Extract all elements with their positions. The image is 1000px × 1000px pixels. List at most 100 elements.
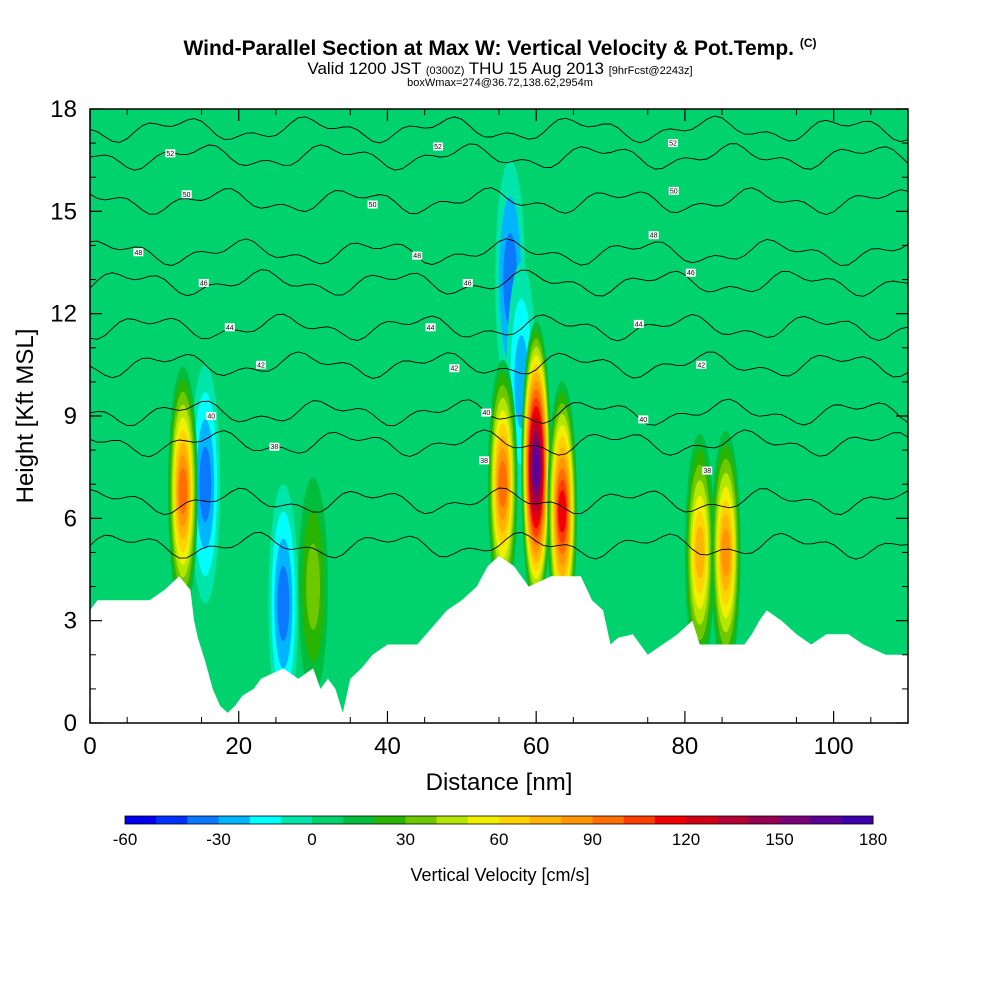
colorbar-swatch: [499, 816, 531, 824]
contour-label: 48: [134, 250, 142, 257]
contour-label: 38: [703, 468, 711, 475]
contour-label: 52: [166, 151, 174, 158]
contour-label-bg: [412, 251, 423, 260]
axes: 0 20 40 60 80 100 0 3 6 9 12 15 18: [50, 96, 908, 760]
theta-contour: [90, 238, 908, 267]
contour-label-bg: [198, 278, 209, 287]
contour-label-bg: [633, 319, 644, 328]
contour-label: 52: [434, 144, 442, 151]
colorbar-tick-label: 60: [490, 830, 509, 849]
colorbar-tick-label: -30: [206, 830, 231, 849]
colorbar-swatch: [717, 816, 749, 824]
chart-title: Wind-Parallel Section at Max W: Vertical…: [183, 36, 817, 60]
contour-label-bg: [638, 415, 649, 424]
colorbar-swatch: [156, 816, 188, 824]
colorbar-swatch: [187, 816, 219, 824]
colorbar-tick-label: 150: [765, 830, 793, 849]
theta-contour: [90, 115, 908, 144]
contour-label: 38: [480, 458, 488, 465]
colorbar-swatch: [280, 816, 313, 824]
theta-contour: [90, 487, 908, 516]
colorbar-swatch: [436, 816, 469, 824]
terrain: [90, 555, 908, 723]
colorbar-swatch: [561, 816, 593, 824]
theta-contour: [90, 143, 908, 171]
contour-label-bg: [425, 323, 436, 332]
x-tick-label: 100: [814, 733, 854, 760]
contour-label-bg: [165, 149, 176, 158]
contour-label-bg: [462, 278, 473, 287]
contour-label-bg: [648, 231, 659, 240]
colorbar-tick-label: 120: [672, 830, 700, 849]
colorbar-tick-label: 90: [583, 830, 602, 849]
y-axis-label: Height [Kft MSL]: [12, 329, 39, 504]
contour-label-bg: [367, 200, 378, 209]
colorbar-swatch: [841, 816, 874, 824]
contour-label-bg: [479, 456, 490, 465]
colorbar-swatch: [592, 816, 625, 824]
theta-contour: [90, 429, 908, 458]
x-tick-label: 60: [523, 733, 550, 760]
velocity-cell-8: [695, 526, 705, 579]
x-tick-label: 40: [374, 733, 401, 760]
colorbar-swatch: [218, 816, 251, 824]
contour-labels: 52 50 48 46 44 42 40 38 52 50 48 46 44 42 40 38 52 50 48 46…: [133, 139, 713, 475]
colorbar-swatch: [779, 816, 812, 824]
contour-label: 40: [207, 414, 215, 421]
contour-label: 38: [271, 444, 279, 451]
x-axis-label: Distance [nm]: [426, 769, 573, 796]
contour-label: 52: [669, 141, 677, 148]
colorbar-swatch: [405, 816, 438, 824]
colorbar-swatch: [125, 816, 157, 824]
x-tick-label: 80: [672, 733, 699, 760]
y-tick-label: 0: [64, 710, 77, 737]
colorbar-swatch: [748, 816, 780, 824]
contour-label: 46: [464, 280, 472, 287]
colorbar: -60 -30 0 30 60 90 120 150 180: [113, 815, 887, 849]
velocity-cell-0: [199, 446, 212, 522]
theta-contour: [90, 351, 908, 379]
valid-utc: (0300Z): [425, 65, 465, 77]
valid-time: Valid 1200 JST: [307, 59, 422, 78]
colorbar-title: Vertical Velocity [cm/s]: [410, 865, 589, 885]
contour-label-bg: [702, 466, 713, 475]
contour-label: 44: [635, 321, 643, 328]
contour-label: 46: [200, 280, 208, 287]
velocity-cell-1: [277, 566, 290, 642]
copyright-mark: (C): [799, 36, 817, 50]
colorbar-swatch: [374, 816, 406, 824]
theta-contour: [90, 187, 908, 215]
contour-label: 42: [257, 362, 265, 369]
contour-label-bg: [206, 412, 217, 420]
colorbar-frame: [124, 815, 874, 825]
velocity-cell-6: [532, 448, 540, 486]
theta-contour: [90, 531, 908, 560]
y-tick-label: 9: [64, 403, 77, 430]
colorbar-swatch: [343, 816, 375, 824]
colorbar-swatch: [467, 816, 500, 824]
velocity-cell-9: [721, 528, 731, 577]
contour-label: 42: [450, 366, 458, 373]
contour-label-bg: [269, 442, 280, 451]
contour-label: 40: [482, 410, 490, 417]
contour-label-bg: [224, 323, 235, 332]
colorbar-swatch: [686, 816, 718, 824]
contour-label-bg: [696, 360, 707, 369]
theta-contours: [90, 115, 908, 560]
contour-label: 44: [427, 325, 435, 332]
contour-label: 50: [369, 202, 377, 209]
colorbar-swatch: [530, 816, 562, 824]
y-tick-label: 18: [50, 96, 77, 123]
contour-label-bg: [685, 268, 696, 277]
velocity-cell-5: [498, 461, 508, 508]
y-tick-label: 3: [64, 608, 77, 635]
theta-contour: [90, 398, 908, 427]
contour-label-bg: [433, 142, 444, 151]
x-tick-label: 20: [225, 733, 252, 760]
colorbar-tick-label: 30: [396, 830, 415, 849]
colorbar-swatch: [654, 816, 687, 824]
velocity-cell-4: [178, 468, 188, 514]
contour-label: 50: [670, 188, 678, 195]
contour-label-bg: [668, 186, 679, 195]
